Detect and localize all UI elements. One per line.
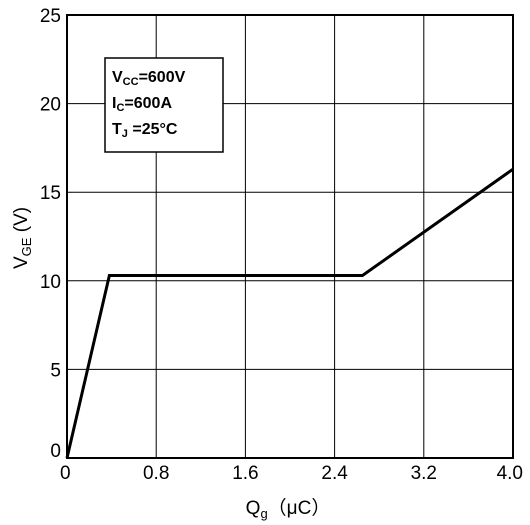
y-tick-labels: 0 5 10 15 20 25 [40, 6, 61, 462]
plot-frame [66, 14, 514, 459]
x-axis-subscript: g [260, 506, 267, 521]
y-axis-symbol: V [11, 256, 32, 269]
y-axis-subscript: GE [19, 237, 34, 256]
y-tick-label-5: 25 [40, 6, 61, 27]
x-tick-label-2: 1.6 [232, 463, 258, 484]
series-layer [65, 167, 514, 459]
y-tick-label-0: 0 [50, 441, 61, 462]
x-axis-unit: （μC） [268, 497, 331, 519]
conditions-box-frame [104, 57, 224, 153]
series-line-0 [65, 167, 514, 459]
x-axis-symbol: Q [246, 498, 261, 519]
y-axis-title: VGE (V) [11, 207, 34, 269]
y-tick-label-4: 20 [40, 95, 61, 116]
condition-line-1: IC=600A [112, 95, 172, 114]
condition-line-0: VCC=600V [112, 69, 186, 88]
x-tick-label-4: 3.2 [411, 463, 437, 484]
y-tick-label-3: 15 [40, 183, 61, 204]
y-axis-unit: (V) [11, 207, 32, 238]
x-tick-label-5: 4.0 [497, 463, 523, 484]
x-tick-label-0: 0 [60, 463, 71, 484]
x-axis-title: Qg（μC） [246, 497, 331, 521]
x-tick-label-1: 0.8 [143, 463, 169, 484]
condition-line-2: TJ =25°C [112, 121, 178, 140]
conditions-box: VCC=600V IC=600A TJ =25°C [104, 57, 224, 153]
y-tick-label-1: 5 [50, 360, 61, 381]
grid [67, 15, 513, 458]
x-tick-labels: 0 0.8 1.6 2.4 3.2 4.0 [60, 463, 523, 484]
y-tick-label-2: 10 [40, 272, 61, 293]
x-tick-label-3: 2.4 [321, 463, 348, 484]
